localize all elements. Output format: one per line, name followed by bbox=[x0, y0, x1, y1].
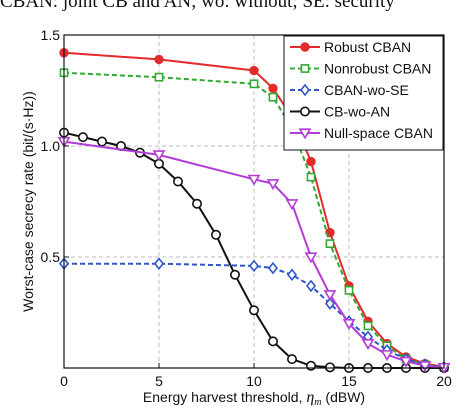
data-point bbox=[380, 350, 394, 362]
y-tick-label: 1.0 bbox=[41, 138, 61, 154]
x-tick-label: 5 bbox=[155, 373, 163, 389]
x-axis-label-suffix: (dBW) bbox=[322, 389, 366, 405]
x-tick-label: 10 bbox=[246, 373, 262, 389]
y-tick-label: 0.5 bbox=[41, 249, 61, 265]
data-point bbox=[268, 92, 278, 102]
x-axis-label: Energy harvest threshold, ηm (dBW) bbox=[143, 389, 365, 408]
legend-marker bbox=[300, 42, 310, 52]
x-axis-label-prefix: Energy harvest threshold, bbox=[143, 389, 306, 405]
data-point bbox=[249, 79, 259, 89]
legend-marker bbox=[299, 106, 310, 117]
x-tick-label: 15 bbox=[341, 373, 357, 389]
series-layer bbox=[57, 48, 451, 374]
legend-box bbox=[283, 35, 444, 151]
data-point bbox=[249, 65, 259, 76]
legend-marker bbox=[298, 128, 312, 140]
y-axis-label: Worst-case secrecy rate (bit/(s·Hz)) bbox=[20, 91, 36, 312]
data-point bbox=[268, 83, 278, 93]
data-point bbox=[324, 362, 335, 373]
data-point bbox=[286, 268, 298, 282]
data-point bbox=[306, 172, 316, 182]
data-point bbox=[323, 290, 337, 302]
data-point bbox=[97, 136, 108, 147]
ticks: 0 5 10 15 20 0.5 1.0 1.5 bbox=[41, 27, 452, 389]
data-point bbox=[248, 259, 260, 273]
legend-marker bbox=[299, 83, 311, 97]
series-cb-wo-an bbox=[58, 127, 449, 373]
data-point bbox=[325, 239, 335, 249]
data-point bbox=[304, 252, 318, 264]
data-point bbox=[267, 261, 279, 275]
data-point bbox=[306, 156, 316, 167]
y-tick-label: 1.5 bbox=[41, 27, 61, 43]
data-point bbox=[418, 361, 432, 373]
data-point bbox=[267, 336, 278, 347]
legend-label: Null-space CBAN bbox=[324, 125, 433, 141]
x-axis-label-subscript: m bbox=[314, 397, 321, 408]
data-point bbox=[247, 174, 261, 186]
data-point bbox=[78, 132, 89, 143]
data-point bbox=[173, 176, 184, 187]
data-point bbox=[249, 305, 260, 316]
data-point bbox=[266, 179, 280, 191]
legend-label: Robust CBAN bbox=[324, 39, 411, 55]
data-point bbox=[285, 199, 299, 211]
x-tick-label: 0 bbox=[60, 373, 68, 389]
legend-label: CBAN-wo-SE bbox=[324, 82, 409, 98]
data-point bbox=[363, 321, 373, 331]
legend-label: Nonrobust CBAN bbox=[324, 61, 431, 77]
data-point bbox=[361, 338, 375, 350]
data-point bbox=[154, 54, 164, 65]
data-point bbox=[305, 360, 316, 371]
data-point bbox=[286, 354, 297, 365]
data-point bbox=[305, 279, 317, 293]
data-point bbox=[344, 285, 354, 295]
data-point bbox=[399, 356, 413, 368]
data-point bbox=[152, 150, 166, 162]
series-null-space-cban bbox=[57, 136, 451, 374]
legend-label: CB-wo-AN bbox=[324, 104, 390, 120]
data-point bbox=[230, 269, 241, 280]
data-point bbox=[153, 257, 165, 270]
x-tick-label: 20 bbox=[436, 373, 452, 389]
data-point bbox=[211, 229, 222, 240]
data-point bbox=[342, 318, 356, 330]
figure-caption: CBAN: joint CB and AN; wo: without; SE: … bbox=[0, 0, 395, 12]
legend: Robust CBAN Nonrobust CBAN CBAN-wo-SE CB-wo… bbox=[283, 35, 444, 151]
legend-marker bbox=[300, 64, 310, 73]
data-point bbox=[324, 297, 336, 310]
data-point bbox=[192, 198, 203, 209]
data-point bbox=[154, 72, 164, 82]
x-axis-label-symbol: η bbox=[306, 389, 314, 406]
